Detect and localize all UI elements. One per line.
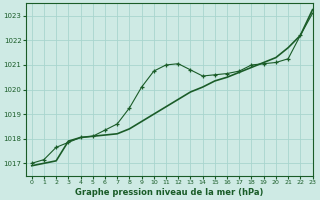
X-axis label: Graphe pression niveau de la mer (hPa): Graphe pression niveau de la mer (hPa) — [75, 188, 263, 197]
